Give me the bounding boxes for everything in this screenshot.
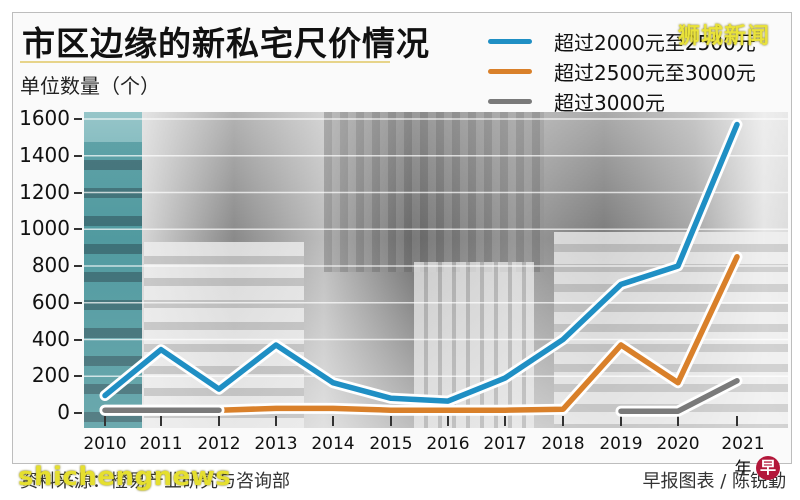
x-tick-label: 2012 (197, 434, 241, 454)
legend-item-over-3000: 超过3000元 (488, 86, 756, 116)
y-tick-label: 1400 (19, 142, 70, 167)
legend-label: 超过2500元至3000元 (554, 60, 756, 85)
x-tick-label: 2015 (369, 434, 413, 454)
x-tick-mark (390, 416, 392, 426)
legend-item-2500-3000: 超过2500元至3000元 (488, 56, 756, 86)
series-line-0 (102, 121, 740, 404)
x-tick-label: 2016 (426, 434, 470, 454)
x-tick-label: 2011 (139, 434, 183, 454)
y-tick-mark (74, 154, 82, 157)
legend-label: 超过3000元 (554, 90, 665, 115)
x-tick-label: 2010 (83, 434, 127, 454)
y-tick-mark (74, 375, 82, 378)
x-tick-label: 2018 (541, 434, 585, 454)
y-tick-mark (74, 228, 82, 231)
x-tick-mark (620, 416, 622, 426)
y-tick-mark (74, 265, 82, 267)
legend: 超过2000元至2500元 超过2500元至3000元 超过3000元 (488, 26, 756, 116)
legend-swatch-gray (488, 98, 532, 104)
y-axis-label: 单位数量（个） (20, 74, 160, 98)
y-tick-label: 400 (31, 326, 70, 351)
x-tick-label: 2019 (599, 434, 643, 454)
y-tick-mark (74, 301, 82, 304)
x-tick-mark (736, 416, 738, 426)
x-tick-label: 2020 (656, 434, 700, 454)
x-tick-label: 2014 (311, 434, 355, 454)
x-tick-mark (504, 416, 506, 426)
y-tick-label: 1000 (19, 216, 70, 241)
y-tick-label: 1600 (19, 106, 70, 130)
x-tick-label: 2021年 (721, 434, 765, 479)
y-tick-mark (74, 191, 82, 194)
y-tick-label: 0 (57, 400, 70, 424)
x-tick-mark (447, 416, 449, 426)
y-tick-mark (74, 338, 82, 341)
x-tick-mark (160, 416, 162, 426)
x-tick-label: 2013 (254, 434, 298, 454)
legend-swatch-blue (488, 38, 532, 44)
x-tick-mark (677, 416, 679, 426)
series-line-2 (618, 378, 740, 414)
y-tick-mark (74, 118, 82, 120)
legend-item-2000-2500: 超过2000元至2500元 (488, 26, 756, 56)
y-tick-label: 800 (31, 253, 70, 277)
zaobao-logo-icon: 早 (756, 456, 780, 480)
title-underline (20, 61, 390, 63)
watermark-bottom: shichengnews (18, 462, 232, 492)
watermark-top: 狮城新闻 (678, 24, 771, 49)
x-tick-mark (104, 416, 106, 426)
chart-title: 市区边缘的新私宅尺价情况 (22, 24, 430, 63)
legend-swatch-orange (488, 68, 532, 74)
credit-note: 早报图表 / 陈锐勤 (642, 471, 786, 492)
x-tick-mark (332, 416, 334, 426)
x-tick-mark (562, 416, 564, 426)
x-tick-mark (218, 416, 220, 426)
source-note: 资料来源：橙易产业研究与咨询部 (20, 471, 290, 492)
y-tick-mark (74, 412, 82, 414)
x-tick-label: 2017 (483, 434, 527, 454)
y-tick-label: 1200 (19, 179, 70, 204)
legend-label: 超过2000元至2500元 (554, 30, 756, 55)
y-tick-label: 600 (31, 289, 70, 314)
x-tick-mark (275, 416, 277, 426)
y-tick-label: 200 (31, 363, 70, 388)
